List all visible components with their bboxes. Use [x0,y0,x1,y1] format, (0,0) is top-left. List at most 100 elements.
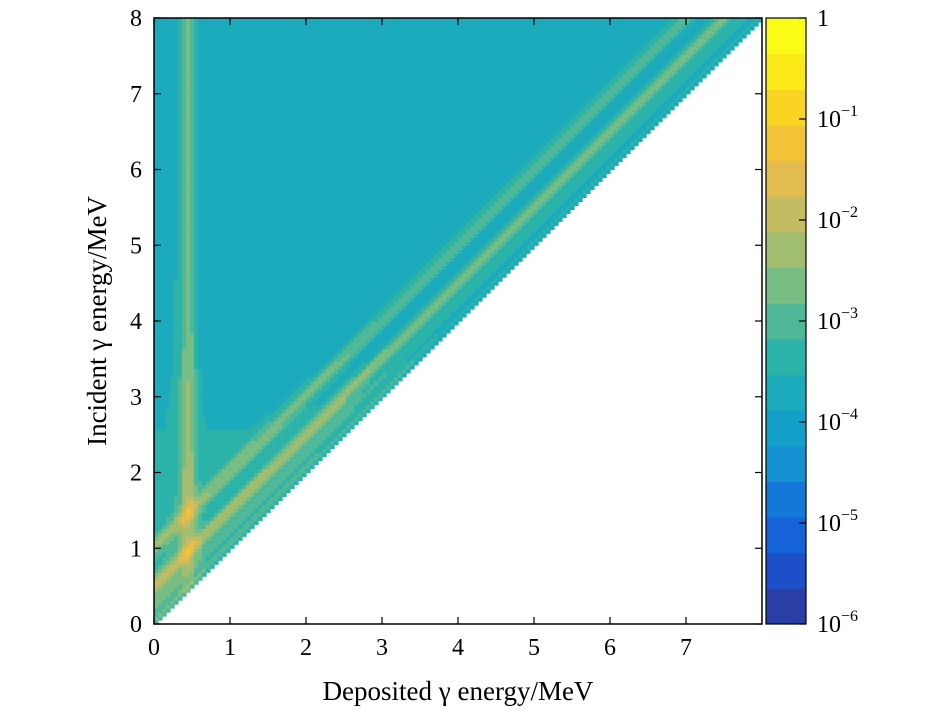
heatmap-cell [274,380,279,386]
heatmap-cell [278,420,283,426]
heatmap-cell [290,456,295,462]
heatmap-cell [210,540,215,545]
heatmap-cell [186,520,191,525]
heatmap-cell [210,528,215,533]
heatmap-cell [314,384,319,390]
heatmap-cell [438,281,443,286]
heatmap-cell [162,484,167,490]
heatmap-cell [250,360,255,366]
heatmap-cell [314,388,319,394]
heatmap-cell [278,476,283,482]
heatmap-cell [282,372,287,378]
heatmap-cell [214,508,219,513]
heatmap-cell [322,328,327,334]
heatmap-cell [154,544,159,549]
heatmap-cell [362,285,367,290]
heatmap-cell [302,420,307,426]
heatmap-cell [326,309,331,314]
heatmap-cell [402,328,407,334]
heatmap-cell [318,448,323,454]
heatmap-cell [298,380,303,386]
heatmap-cell [194,484,199,490]
heatmap-cell [362,257,367,262]
heatmap-cell [334,332,339,338]
heatmap-cell [386,285,391,290]
heatmap-cell [282,460,287,466]
heatmap-cell [378,380,383,386]
heatmap-cell [282,444,287,450]
heatmap-cell [170,468,175,474]
heatmap-cell [434,277,439,282]
heatmap-cell [410,340,415,346]
heatmap-cell [218,229,223,234]
heatmap-cell [394,237,399,242]
heatmap-cell [330,388,335,394]
heatmap-cell [390,376,395,382]
heatmap-cell [198,412,203,418]
heatmap-cell [202,460,207,466]
heatmap-cell [214,352,219,358]
heatmap-cell [162,344,167,350]
heatmap-cell [214,464,219,470]
heatmap-cell [230,492,235,498]
heatmap-cell [390,324,395,330]
heatmap-cell [154,392,159,398]
heatmap-cell [370,372,375,378]
heatmap-cell [202,241,207,246]
heatmap-cell [162,424,167,430]
heatmap-cell [210,328,215,334]
heatmap-cell [218,480,223,486]
heatmap-cell [306,261,311,266]
heatmap-cell [306,301,311,306]
heatmap-cell [354,360,359,366]
heatmap-cell [398,368,403,374]
heatmap-cell [474,277,479,282]
heatmap-cell [414,233,419,238]
heatmap-cell [246,520,251,525]
heatmap-cell [482,293,487,298]
heatmap-cell [258,496,263,502]
heatmap-cell [162,548,167,553]
heatmap-cell [174,500,179,505]
heatmap-cell [190,564,195,569]
heatmap-cell [194,293,199,298]
heatmap-cell [162,313,167,318]
heatmap-cell [242,396,247,402]
heatmap-cell [222,468,227,474]
heatmap-cell [226,348,231,354]
heatmap-cell [302,289,307,294]
heatmap-cell [214,273,219,278]
heatmap-cell [174,245,179,250]
heatmap-cell [258,392,263,398]
heatmap-cell [158,416,163,422]
heatmap-cell [306,432,311,438]
heatmap-cell [334,384,339,390]
heatmap-cell [310,285,315,290]
heatmap-cell [426,336,431,342]
heatmap-cell [306,241,311,246]
heatmap-cell [354,285,359,290]
heatmap-cell [326,364,331,370]
heatmap-cell [182,372,187,378]
heatmap-cell [362,400,367,406]
heatmap-cell [322,313,327,318]
heatmap-cell [302,460,307,466]
heatmap-cell [158,480,163,486]
heatmap-cell [218,273,223,278]
heatmap-cell [190,229,195,234]
heatmap-cell [298,249,303,254]
heatmap-cell [238,476,243,482]
heatmap-cell [354,261,359,266]
heatmap-cell [186,392,191,398]
heatmap-cell [258,376,263,382]
heatmap-cell [358,372,363,378]
heatmap-cell [218,376,223,382]
heatmap-cell [226,436,231,442]
heatmap-cell [458,273,463,278]
heatmap-cell [378,328,383,334]
heatmap-cell [426,324,431,330]
heatmap-cell [298,464,303,470]
heatmap-cell [402,301,407,306]
heatmap-cell [298,324,303,330]
heatmap-cell [314,356,319,362]
